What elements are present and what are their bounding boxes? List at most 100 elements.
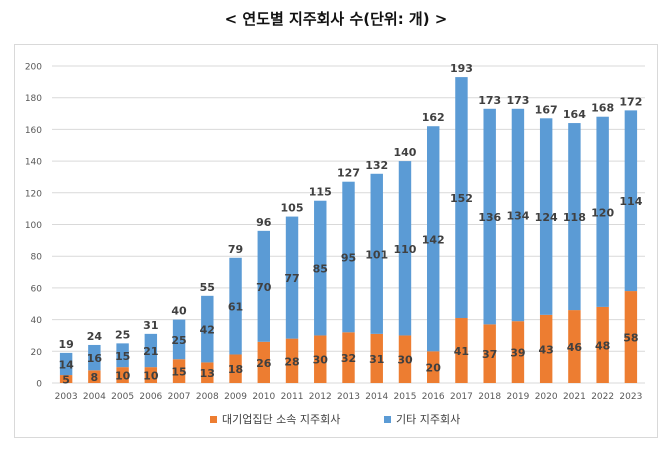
data-label-other: 77 — [284, 272, 299, 285]
data-label-total: 164 — [563, 108, 586, 121]
data-label-other: 110 — [393, 243, 416, 256]
data-label-other: 152 — [450, 192, 473, 205]
y-axis: 0 20 40 60 80 100 120 140 160 180 200 — [25, 63, 42, 390]
data-label-total: 132 — [365, 159, 388, 172]
bar-segment-affiliated — [539, 314, 553, 383]
bar-segment-affiliated — [624, 291, 638, 383]
data-label-total: 173 — [478, 94, 501, 107]
data-label-other: 85 — [313, 263, 328, 276]
data-label-affiliated: 13 — [200, 367, 215, 380]
bar-segment-other — [201, 295, 214, 363]
data-label-total: 172 — [619, 95, 642, 108]
bar-segment-other — [144, 333, 158, 368]
bar-segment-other — [398, 161, 412, 336]
data-label-other: 42 — [200, 324, 215, 337]
data-label-affiliated: 10 — [115, 370, 131, 383]
legend-swatch-other — [384, 416, 391, 423]
data-label-other: 120 — [591, 206, 614, 219]
data-label-affiliated: 48 — [595, 339, 610, 352]
data-label-other: 14 — [58, 358, 74, 371]
x-tick-label: 2009 — [224, 392, 247, 402]
bar-segment-affiliated — [59, 375, 73, 383]
data-label-total: 193 — [450, 62, 473, 75]
data-label-affiliated: 26 — [256, 357, 272, 370]
x-tick-label: 2022 — [591, 392, 614, 402]
data-label-total: 173 — [506, 94, 529, 107]
x-tick-label: 2010 — [252, 392, 275, 402]
bar-segment-other — [455, 77, 468, 319]
legend-swatch-affiliated — [210, 416, 217, 423]
bar-segment-affiliated — [483, 324, 496, 383]
bar-segment-other — [342, 181, 355, 333]
data-label-total: 140 — [393, 146, 416, 159]
bar-segment-other — [257, 230, 270, 342]
chart-frame — [14, 44, 658, 438]
bar-segment-affiliated — [144, 367, 158, 383]
bar-segment-affiliated — [511, 321, 525, 383]
x-tick-label: 2019 — [506, 392, 529, 402]
data-label-total: 19 — [58, 338, 73, 351]
y-tick-label: 140 — [25, 158, 42, 168]
bar-segment-affiliated — [342, 332, 355, 383]
data-label-other: 124 — [535, 211, 558, 224]
data-label-affiliated: 58 — [623, 332, 638, 345]
bar-segment-other — [314, 200, 327, 336]
bar-segment-affiliated — [172, 359, 186, 383]
bars — [59, 77, 638, 383]
y-tick-label: 200 — [25, 63, 42, 73]
bar-segment-other — [483, 108, 496, 325]
bar-segment-other — [427, 126, 440, 352]
data-label-other: 118 — [563, 211, 586, 224]
bar-segment-affiliated — [201, 362, 214, 383]
y-tick-label: 60 — [31, 284, 43, 294]
x-tick-label: 2023 — [619, 392, 642, 402]
x-axis: 2003 2004 2005 2006 2007 2008 2009 2010 2011 2012… — [55, 392, 643, 402]
data-label-affiliated: 18 — [228, 363, 243, 376]
x-tick-label: 2017 — [450, 392, 473, 402]
data-label-other: 95 — [341, 251, 356, 264]
data-label-total: 162 — [422, 111, 445, 124]
bar-segment-affiliated — [398, 335, 412, 383]
y-tick-label: 160 — [25, 126, 42, 136]
y-tick-label: 120 — [25, 189, 42, 199]
bar-segment-affiliated — [568, 310, 581, 383]
y-tick-label: 180 — [25, 94, 42, 104]
data-label-other: 16 — [87, 352, 103, 365]
data-label-other: 21 — [143, 345, 158, 358]
bar-segment-affiliated — [370, 333, 383, 383]
data-label-affiliated: 8 — [91, 371, 99, 384]
x-tick-label: 2013 — [337, 392, 360, 402]
data-label-total: 168 — [591, 102, 614, 115]
bar-segment-affiliated — [285, 338, 299, 383]
bar-segment-affiliated — [229, 354, 242, 383]
y-tick-label: 20 — [31, 348, 43, 358]
data-label-total: 96 — [256, 216, 272, 229]
bar-segment-other — [511, 108, 525, 322]
bar-segment-other — [116, 343, 129, 368]
legend: 대기업집단 소속 지주회사 기타 지주회사 — [210, 413, 460, 426]
data-label-affiliated: 20 — [426, 362, 442, 375]
bar-segment-other — [568, 123, 581, 311]
x-tick-label: 2003 — [55, 392, 78, 402]
data-label-affiliated: 15 — [171, 366, 186, 379]
data-label-other: 101 — [365, 248, 388, 261]
y-tick-label: 80 — [31, 253, 43, 263]
data-label-total: 79 — [228, 243, 243, 256]
data-label-total: 55 — [200, 281, 215, 294]
data-label-other: 142 — [422, 233, 445, 246]
legend-label-other: 기타 지주회사 — [396, 413, 460, 426]
data-label-affiliated: 5 — [62, 374, 70, 387]
x-tick-label: 2012 — [309, 392, 332, 402]
data-label-affiliated: 46 — [567, 341, 583, 354]
x-tick-label: 2014 — [365, 392, 388, 402]
bar-segment-other — [624, 110, 638, 292]
y-tick-label: 40 — [31, 316, 43, 326]
bar-segment-affiliated — [427, 351, 440, 383]
data-label-affiliated: 10 — [143, 370, 159, 383]
data-label-affiliated: 32 — [341, 352, 356, 365]
x-tick-label: 2011 — [281, 392, 304, 402]
x-tick-label: 2004 — [83, 392, 106, 402]
data-label-other: 136 — [478, 211, 501, 224]
data-label-affiliated: 30 — [313, 354, 329, 367]
